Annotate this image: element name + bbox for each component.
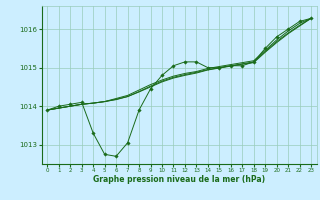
X-axis label: Graphe pression niveau de la mer (hPa): Graphe pression niveau de la mer (hPa) (93, 175, 265, 184)
